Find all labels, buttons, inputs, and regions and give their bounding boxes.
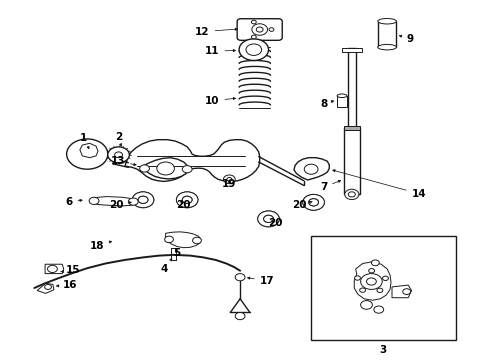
- Ellipse shape: [378, 18, 396, 24]
- Text: 20: 20: [292, 200, 312, 210]
- Circle shape: [108, 147, 129, 163]
- Circle shape: [264, 215, 273, 222]
- FancyBboxPatch shape: [237, 19, 282, 40]
- Circle shape: [235, 312, 245, 320]
- Circle shape: [235, 274, 245, 281]
- Circle shape: [157, 162, 174, 175]
- Polygon shape: [392, 285, 412, 298]
- Bar: [311, 236, 456, 340]
- Circle shape: [182, 196, 192, 203]
- Circle shape: [368, 269, 374, 273]
- Circle shape: [304, 164, 318, 174]
- Circle shape: [193, 237, 201, 244]
- Circle shape: [140, 165, 149, 172]
- Circle shape: [269, 28, 274, 31]
- Circle shape: [252, 24, 268, 35]
- Circle shape: [403, 289, 411, 294]
- Circle shape: [303, 194, 324, 210]
- Circle shape: [345, 189, 359, 199]
- Circle shape: [377, 288, 383, 293]
- Circle shape: [264, 215, 273, 222]
- Text: 3: 3: [380, 345, 387, 355]
- Text: 20: 20: [109, 200, 131, 210]
- Circle shape: [239, 39, 269, 60]
- Circle shape: [128, 198, 138, 205]
- Circle shape: [348, 192, 355, 197]
- Circle shape: [251, 35, 256, 39]
- Circle shape: [367, 278, 376, 285]
- Text: 4: 4: [160, 258, 172, 274]
- Circle shape: [256, 27, 263, 32]
- Circle shape: [374, 306, 384, 313]
- Polygon shape: [348, 48, 356, 128]
- Circle shape: [132, 192, 154, 208]
- Text: 5: 5: [173, 248, 180, 258]
- Circle shape: [371, 260, 379, 266]
- Circle shape: [361, 301, 372, 309]
- Bar: [342, 48, 362, 52]
- Text: 1: 1: [80, 132, 89, 149]
- Polygon shape: [294, 158, 329, 180]
- Text: 10: 10: [205, 96, 236, 106]
- Circle shape: [182, 196, 192, 203]
- Text: 13: 13: [110, 156, 136, 166]
- Text: 19: 19: [222, 179, 236, 189]
- Text: 7: 7: [320, 180, 341, 192]
- Polygon shape: [37, 283, 54, 293]
- Circle shape: [258, 211, 279, 227]
- Text: 12: 12: [195, 27, 238, 37]
- Polygon shape: [166, 232, 201, 248]
- Text: 6: 6: [65, 197, 82, 207]
- Polygon shape: [354, 262, 391, 300]
- Circle shape: [360, 288, 366, 292]
- Text: 20: 20: [269, 218, 283, 228]
- Circle shape: [355, 276, 361, 280]
- Circle shape: [165, 236, 173, 243]
- Circle shape: [309, 199, 318, 206]
- Circle shape: [303, 194, 324, 210]
- Circle shape: [251, 20, 256, 24]
- Text: 11: 11: [205, 46, 236, 56]
- Circle shape: [309, 199, 318, 206]
- Polygon shape: [142, 158, 189, 179]
- Circle shape: [258, 211, 279, 227]
- Circle shape: [67, 139, 108, 169]
- Text: 2: 2: [115, 132, 122, 146]
- Circle shape: [132, 192, 154, 208]
- Polygon shape: [125, 140, 260, 181]
- Circle shape: [138, 196, 148, 203]
- Text: 9: 9: [399, 34, 414, 44]
- Polygon shape: [45, 264, 64, 274]
- Circle shape: [45, 284, 51, 289]
- Circle shape: [182, 166, 192, 173]
- Bar: [378, 21, 396, 47]
- Circle shape: [48, 265, 57, 273]
- Circle shape: [176, 192, 198, 208]
- Text: 17: 17: [247, 276, 274, 286]
- Text: 20: 20: [176, 200, 191, 210]
- Circle shape: [246, 44, 262, 55]
- Polygon shape: [80, 143, 98, 158]
- Circle shape: [138, 196, 148, 203]
- Circle shape: [223, 175, 235, 184]
- Circle shape: [115, 152, 122, 158]
- Text: 15: 15: [61, 265, 81, 275]
- Text: 8: 8: [320, 99, 334, 109]
- Ellipse shape: [337, 94, 347, 98]
- Circle shape: [383, 276, 389, 280]
- Text: 14: 14: [333, 170, 426, 199]
- Polygon shape: [91, 197, 138, 206]
- Bar: [337, 96, 347, 107]
- Circle shape: [361, 274, 382, 289]
- Circle shape: [176, 192, 198, 208]
- Ellipse shape: [378, 44, 396, 50]
- Polygon shape: [344, 128, 360, 194]
- Circle shape: [89, 197, 99, 204]
- Text: 18: 18: [89, 240, 112, 251]
- Text: 16: 16: [56, 280, 77, 290]
- Circle shape: [227, 177, 232, 181]
- Bar: [344, 126, 360, 130]
